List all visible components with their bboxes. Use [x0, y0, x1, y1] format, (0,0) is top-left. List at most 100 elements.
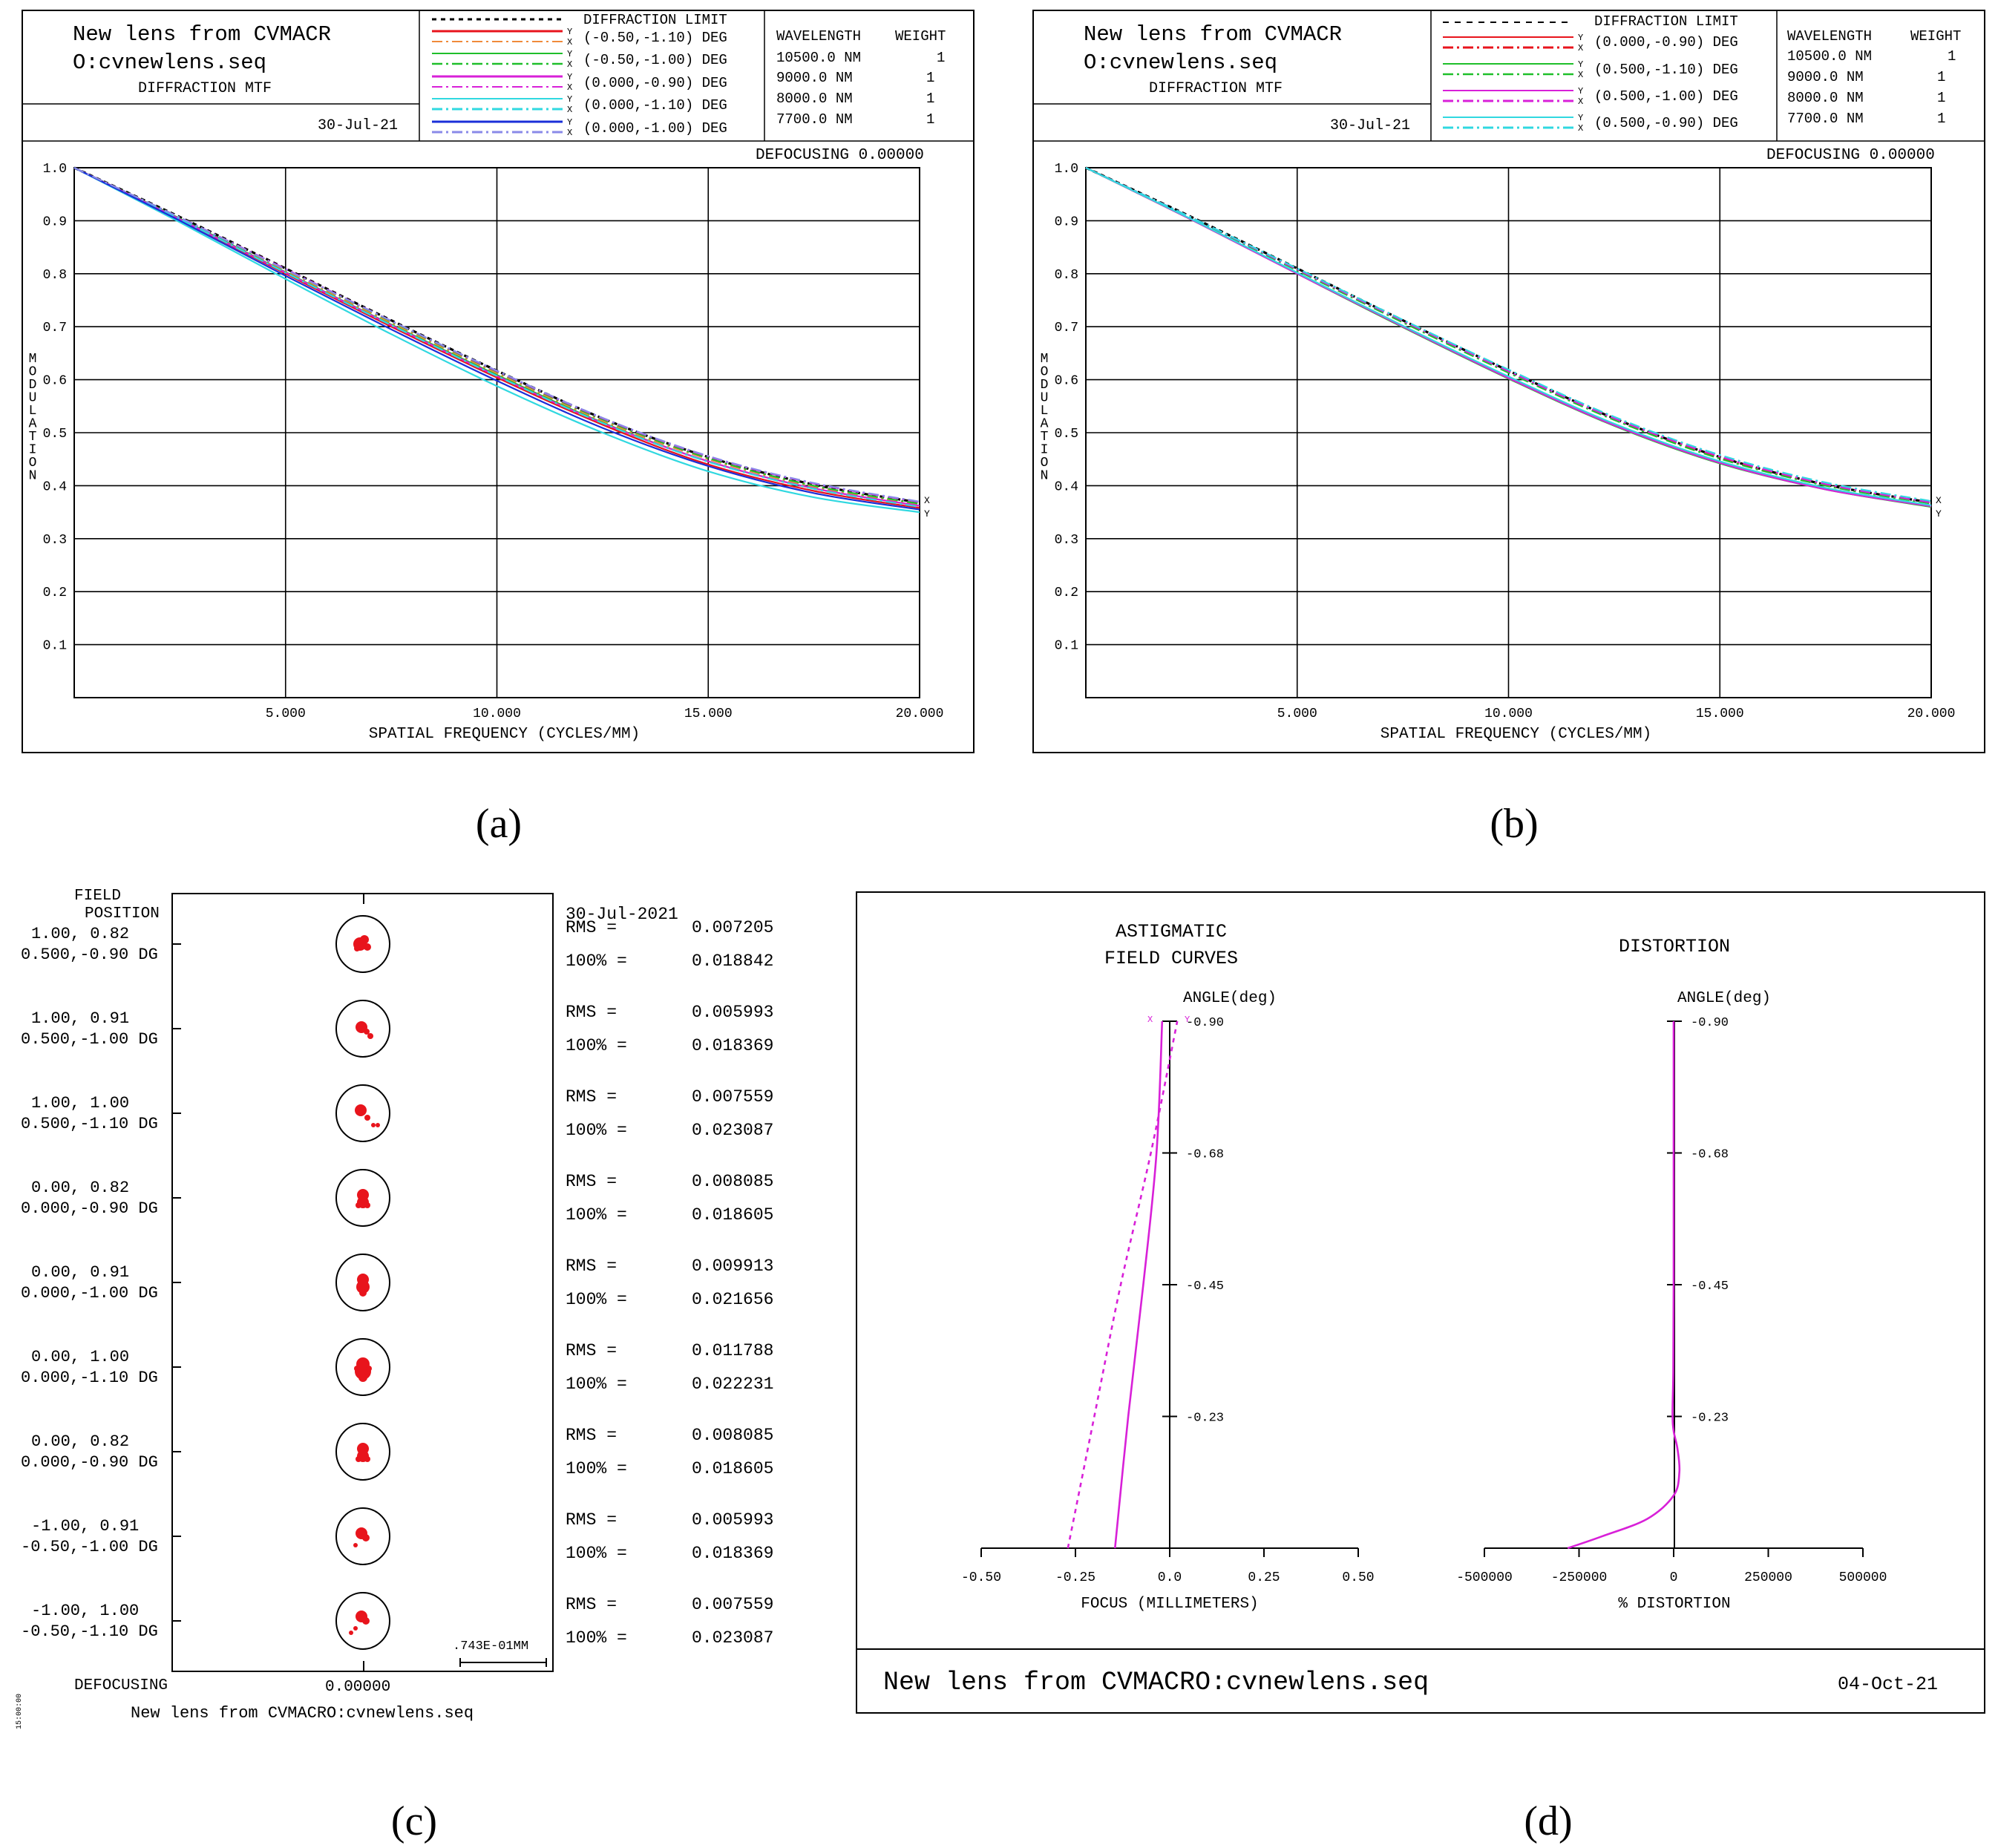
panel-b-date: 30-Jul-21 — [1330, 117, 1410, 134]
y-tick-label: -0.90 — [1691, 1016, 1729, 1030]
astig-plot: -0.50 -0.25 0.0 0.25 0.50 -0.23 -0.45 -0.68 -0.9… — [961, 1016, 1375, 1585]
svg-text:X: X — [567, 82, 572, 93]
x-tick-label: 0.25 — [1248, 1570, 1280, 1585]
airy-disk-circle — [335, 1254, 390, 1311]
end-label-x: X — [924, 495, 930, 506]
svg-text:Y: Y — [1578, 113, 1583, 123]
spot-row: 1.00, 1.00 0.500,-1.10 DG RMS = 0.007559 100… — [21, 1084, 773, 1142]
ray-spot — [353, 1626, 358, 1631]
wl-row-2: 8000.0 NM — [776, 91, 853, 107]
svg-text:Y: Y — [567, 27, 572, 37]
astig-title-2: FIELD CURVES — [1104, 948, 1238, 969]
field-deg-coords: 0.000,-0.90 DG — [21, 1453, 158, 1472]
y-axis-title-char: T — [1041, 430, 1049, 445]
p100-label: 100% = — [566, 1036, 627, 1055]
y-tick-label: 1.0 — [43, 162, 67, 177]
rms-label: RMS = — [566, 1595, 617, 1614]
panel-d-footer: New lens from CVMACRO:cvnewlens.seq — [883, 1668, 1429, 1697]
legend-a-item-1: (-0.50,-1.10) DEG — [583, 30, 727, 46]
field-deg-coords: 0.000,-1.00 DG — [21, 1284, 158, 1303]
wl-row-b-2: 8000.0 NM — [1787, 90, 1864, 106]
panel-b-wavelength-table: WAVELENGTH WEIGHT 10500.0 NM 1 9000.0 NM… — [1787, 28, 1961, 127]
x-tick-label: 5.000 — [266, 707, 306, 721]
spot-row: -1.00, 1.00 -0.50,-1.10 DG RMS = 0.007559 10… — [21, 1592, 773, 1650]
panel-d-field-curves: ASTIGMATIC FIELD CURVES DISTORTION ANGLE… — [856, 891, 1985, 1844]
ray-spot — [362, 1534, 370, 1541]
rms-value: 0.007205 — [692, 918, 773, 937]
ray-spot — [364, 1029, 370, 1035]
ray-spot — [354, 1366, 360, 1372]
panel-b-defocus: DEFOCUSING 0.00000 — [1766, 147, 1935, 164]
wl-row-1: 9000.0 NM — [776, 70, 853, 86]
airy-disk-circle — [335, 1000, 390, 1058]
ray-spot — [371, 1123, 376, 1127]
x-axis-title: SPATIAL FREQUENCY (CYCLES/MM) — [369, 726, 640, 743]
end-label-y: Y — [1936, 508, 1942, 520]
ray-spot — [364, 1202, 370, 1208]
p100-value: 0.018605 — [692, 1205, 773, 1225]
rms-label: RMS = — [566, 1510, 617, 1530]
astig-title-1: ASTIGMATIC — [1116, 921, 1227, 943]
mtf-series-line — [1085, 167, 1932, 506]
airy-disk-circle — [335, 1084, 390, 1142]
x-tick-label: 20.000 — [896, 707, 944, 721]
defocus-value: 0.00000 — [325, 1679, 390, 1696]
p100-value: 0.018605 — [692, 1459, 773, 1478]
panel-d-date: 04-Oct-21 — [1838, 1674, 1938, 1695]
p100-value: 0.018369 — [692, 1036, 773, 1055]
curve-line — [1114, 1020, 1164, 1549]
panel-c-footer: New lens from CVMACRO:cvnewlens.seq — [131, 1704, 474, 1723]
legend-a-item-2: (-0.50,-1.00) DEG — [583, 52, 727, 68]
mtf-series-line — [1085, 167, 1932, 504]
rms-label: RMS = — [566, 1426, 617, 1445]
x-tick-label: 500000 — [1839, 1570, 1887, 1585]
focus-axis-label: FOCUS (MILLIMETERS) — [1081, 1596, 1258, 1613]
svg-text:X: X — [1578, 96, 1583, 107]
field-header-2: POSITION — [85, 905, 160, 923]
panel-c-date: 30-Jul-2021 — [566, 905, 678, 924]
y-tick-label: -0.90 — [1186, 1016, 1224, 1030]
y-axis-title-char: I — [29, 443, 37, 458]
ray-spot — [376, 1123, 380, 1127]
p100-label: 100% = — [566, 1459, 627, 1478]
x-tick-label: 250000 — [1744, 1570, 1792, 1585]
rms-label: RMS = — [566, 918, 617, 937]
y-tick-label: 0.1 — [43, 639, 67, 654]
wl-row-b-1: 9000.0 NM — [1787, 69, 1864, 85]
panel-c-label: (c) — [391, 1798, 437, 1844]
rms-label: RMS = — [566, 1256, 617, 1276]
panel-a-subtitle: DIFFRACTION MTF — [138, 80, 272, 97]
distortion-plot: -500000 -250000 0 250000 500000 -0.23 -0.45 -0.… — [1456, 1016, 1887, 1585]
legend-b-header: DIFFRACTION LIMIT — [1594, 13, 1738, 30]
legend-a-item-3: (0.000,-0.90) DEG — [583, 75, 727, 91]
dist-angle-label: ANGLE(deg) — [1677, 990, 1771, 1007]
panel-b-label: (b) — [1490, 801, 1538, 847]
rms-label: RMS = — [566, 1172, 617, 1191]
panel-b-title-1: New lens from CVMACR — [1084, 22, 1342, 47]
wl-header-b: WAVELENGTH — [1787, 28, 1872, 45]
rms-value: 0.009913 — [692, 1256, 773, 1276]
field-rel-coords: 0.00, 0.82 — [31, 1179, 129, 1197]
wt-row-b-1: 1 — [1937, 69, 1945, 85]
panel-a-plot: 0.1 0.2 0.3 0.4 0.5 0.6 0.7 0.8 0.9 1.0 5.000 10.00… — [29, 162, 944, 743]
y-axis-title-char: T — [29, 430, 37, 445]
y-tick-label: 0.1 — [1055, 639, 1078, 654]
spot-row: 0.00, 1.00 0.000,-1.10 DG RMS = 0.011788 100… — [21, 1338, 773, 1396]
rms-value: 0.005993 — [692, 1003, 773, 1022]
y-tick-label: 0.3 — [1055, 533, 1078, 548]
airy-disk-circle — [335, 1423, 390, 1481]
wl-row-b-3: 7700.0 NM — [1787, 111, 1864, 127]
ray-spot — [355, 1104, 367, 1116]
y-tick-label: -0.45 — [1186, 1279, 1224, 1294]
ray-spot — [367, 1033, 373, 1039]
svg-text:Y: Y — [567, 117, 572, 128]
field-deg-coords: 0.500,-1.00 DG — [21, 1030, 158, 1049]
y-axis-title-char: O — [29, 456, 37, 471]
defocus-label: DEFOCUSING — [74, 1677, 168, 1694]
field-rel-coords: -1.00, 0.91 — [31, 1517, 139, 1536]
mtf-series-line — [73, 167, 920, 502]
legend-a-item-4: (0.000,-1.10) DEG — [583, 97, 727, 114]
p100-label: 100% = — [566, 1121, 627, 1140]
x-tick-label: 20.000 — [1907, 707, 1956, 721]
ray-spot — [362, 1617, 370, 1625]
